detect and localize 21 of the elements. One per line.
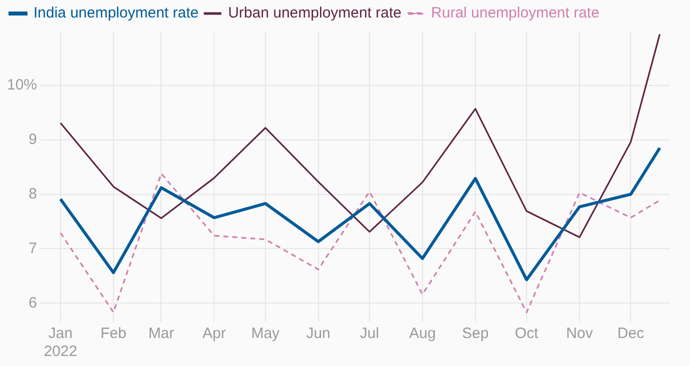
x-tick-label: Jan 2022	[44, 325, 78, 360]
x-tick-label: Feb	[100, 325, 126, 342]
legend-label: Rural unemployment rate	[431, 4, 600, 22]
x-tick-label: Nov	[566, 325, 594, 342]
y-tick-label: 8	[28, 185, 38, 202]
y-tick-label: 9	[28, 130, 38, 148]
legend-label: India unemployment rate	[34, 4, 199, 22]
y-tick-label: 10%	[6, 76, 38, 94]
x-tick-label: Sep	[462, 325, 489, 342]
y-tick-label: 6	[28, 294, 38, 312]
x-tick-label: Jul	[360, 325, 380, 342]
y-tick-label: 7	[28, 240, 38, 257]
x-tick-label: Jun	[306, 325, 330, 342]
x-tick-label: Dec	[617, 325, 645, 342]
line-series	[60, 172, 661, 314]
x-tick-label: Aug	[409, 325, 436, 342]
legend-label: Urban unemployment rate	[228, 4, 402, 22]
x-tick-label: Mar	[148, 325, 174, 342]
x-tick-label: May	[251, 325, 280, 342]
x-tick-label: Apr	[202, 325, 226, 342]
x-tick-label: Oct	[514, 325, 540, 342]
